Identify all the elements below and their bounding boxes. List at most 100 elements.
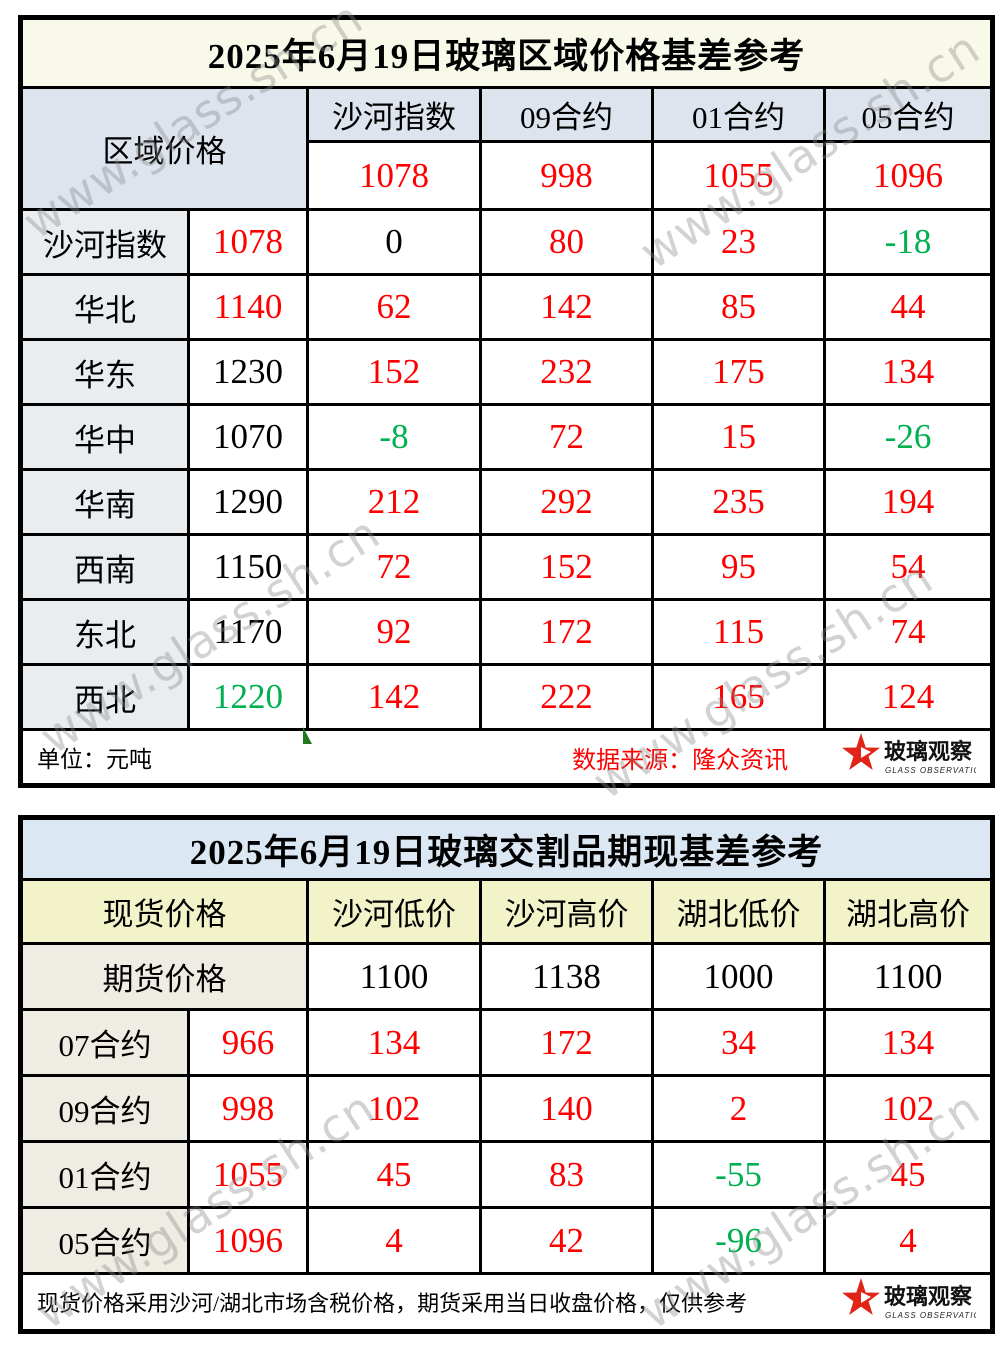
basis-value: 115 — [651, 598, 826, 666]
basis-value: 172 — [479, 1008, 654, 1077]
table-row: 东北 1170 92 172 115 74 — [19, 598, 995, 666]
table-row: 华东 1230 152 232 175 134 — [19, 338, 995, 406]
reference-price: 998 — [479, 140, 654, 211]
column-header: 沙河高价 — [479, 878, 654, 945]
basis-value: -26 — [822, 403, 995, 471]
table-row: 01合约 1055 45 83 -55 45 — [19, 1140, 995, 1209]
basis-value: 134 — [822, 338, 995, 406]
data-source-label: 数据来源：隆众资讯 — [572, 747, 789, 774]
basis-value: 4 — [306, 1206, 482, 1275]
basis-value: 175 — [651, 338, 826, 406]
spot-price: 1220 — [187, 663, 309, 731]
basis-value: 142 — [306, 663, 482, 731]
basis-value: 292 — [479, 468, 654, 536]
futures-price: 1100 — [306, 942, 482, 1011]
spot-price: 1140 — [187, 273, 309, 341]
basis-value: -8 — [306, 403, 482, 471]
table-row: 09合约 998 102 140 2 102 — [19, 1074, 995, 1143]
region-label: 沙河指数 — [19, 208, 190, 276]
basis-value: 152 — [479, 533, 654, 601]
basis-value: 72 — [479, 403, 654, 471]
region-label: 华东 — [19, 338, 190, 406]
basis-value: -55 — [651, 1140, 826, 1209]
futures-price: 1000 — [651, 942, 826, 1011]
delivery-basis-table: 2025年6月19日玻璃交割品期现基差参考 现货价格 沙河低价 沙河高价 湖北低… — [18, 815, 996, 1334]
table-row: 07合约 966 134 172 34 134 — [19, 1008, 995, 1077]
contract-label: 01合约 — [19, 1140, 190, 1209]
basis-value: 72 — [306, 533, 482, 601]
basis-value: 232 — [479, 338, 654, 406]
table-row: 05合约 1096 4 42 -96 4 — [19, 1206, 995, 1275]
futures-price: 1138 — [479, 942, 654, 1011]
basis-value: 194 — [822, 468, 995, 536]
contract-price: 1096 — [187, 1206, 309, 1275]
contract-label: 07合约 — [19, 1008, 190, 1077]
basis-value: 80 — [479, 208, 654, 276]
footnote: 现货价格采用沙河/湖北市场含税价格，期货采用当日收盘价格，仅供参考 — [37, 1291, 748, 1316]
basis-value: 45 — [822, 1140, 995, 1209]
spot-price: 1230 — [187, 338, 309, 406]
basis-value: 235 — [651, 468, 826, 536]
basis-value: 172 — [479, 598, 654, 666]
basis-value: 42 — [479, 1206, 654, 1275]
contract-price: 966 — [187, 1008, 309, 1077]
table-row: 沙河指数 1078 0 80 23 -18 — [19, 208, 995, 276]
futures-price: 1100 — [822, 942, 995, 1011]
basis-value: 54 — [822, 533, 995, 601]
column-header: 09合约 — [479, 86, 654, 143]
logo-name: 玻璃观察 — [884, 1284, 973, 1309]
table-row: 西北 1220 142 222 165 124 — [19, 663, 995, 731]
table1-footer: 单位：元吨 数据来源：隆众资讯 玻璃观察 GLASS OBSERVATION — [18, 728, 995, 787]
basis-value: 134 — [822, 1008, 995, 1077]
region-label: 西南 — [19, 533, 190, 601]
spot-price: 1170 — [187, 598, 309, 666]
region-label: 华北 — [19, 273, 190, 341]
region-label: 东北 — [19, 598, 190, 666]
basis-value: 2 — [651, 1074, 826, 1143]
basis-value: 222 — [479, 663, 654, 731]
spot-price: 1290 — [187, 468, 309, 536]
basis-value: 102 — [306, 1074, 482, 1143]
table2-title: 2025年6月19日玻璃交割品期现基差参考 — [18, 816, 995, 881]
basis-value: 34 — [651, 1008, 826, 1077]
basis-value: 124 — [822, 663, 995, 731]
region-label: 华南 — [19, 468, 190, 536]
basis-value: 102 — [822, 1074, 995, 1143]
contract-label: 05合约 — [19, 1206, 190, 1275]
reference-price: 1078 — [306, 140, 482, 211]
column-header: 05合约 — [822, 86, 995, 143]
region-label: 西北 — [19, 663, 190, 731]
basis-value: 45 — [306, 1140, 482, 1209]
contract-price: 1055 — [187, 1140, 309, 1209]
basis-value: 140 — [479, 1074, 654, 1143]
basis-value: -96 — [651, 1206, 826, 1275]
reference-price: 1096 — [822, 140, 995, 211]
basis-value: 44 — [822, 273, 995, 341]
basis-value: 74 — [822, 598, 995, 666]
table-row: 华北 1140 62 142 85 44 — [19, 273, 995, 341]
glass-observation-logo: 玻璃观察 GLASS OBSERVATION — [842, 1278, 976, 1320]
spot-price: 1150 — [187, 533, 309, 601]
basis-value: 0 — [306, 208, 482, 276]
regional-basis-table: 2025年6月19日玻璃区域价格基差参考 区域价格 沙河指数 09合约 01合约… — [18, 15, 996, 788]
unit-label: 单位：元吨 — [37, 747, 152, 772]
logo-subtitle: GLASS OBSERVATION — [885, 1311, 976, 1320]
spot-price: 1070 — [187, 403, 309, 471]
spot-price: 1078 — [187, 208, 309, 276]
basis-value: 212 — [306, 468, 482, 536]
green-flag-marker — [303, 727, 312, 744]
futures-price-label: 期货价格 — [19, 942, 309, 1011]
contract-price: 998 — [187, 1074, 309, 1143]
contract-label: 09合约 — [19, 1074, 190, 1143]
column-header: 01合约 — [651, 86, 826, 143]
table1-corner-label: 区域价格 — [19, 86, 309, 211]
reference-price: 1055 — [651, 140, 826, 211]
basis-value: 62 — [306, 273, 482, 341]
basis-value: 4 — [822, 1206, 995, 1275]
basis-value: 152 — [306, 338, 482, 406]
table-row: 西南 1150 72 152 95 54 — [19, 533, 995, 601]
basis-value: 95 — [651, 533, 826, 601]
column-header: 湖北高价 — [822, 878, 995, 945]
logo-name: 玻璃观察 — [884, 739, 973, 764]
basis-value: 165 — [651, 663, 826, 731]
